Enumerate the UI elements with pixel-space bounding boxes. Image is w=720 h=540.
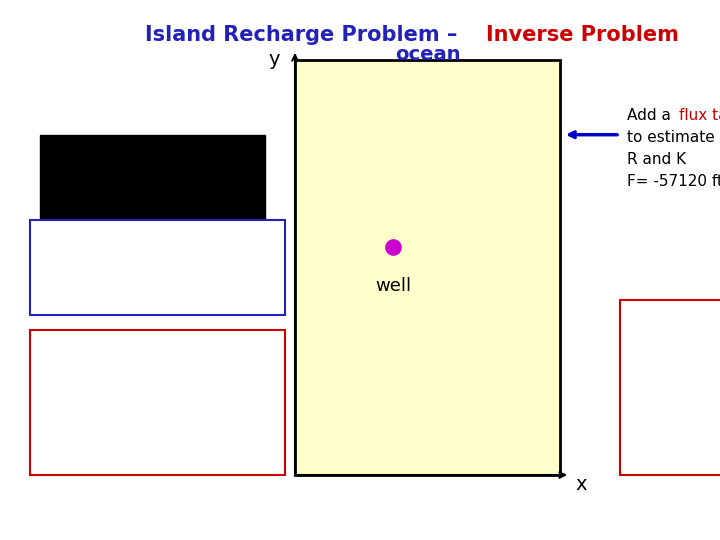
Text: (target): (target)	[117, 265, 197, 283]
Text: ocean: ocean	[395, 45, 460, 64]
Text: Island Recharge Problem –: Island Recharge Problem –	[145, 25, 464, 45]
Text: flux target: flux target	[679, 107, 720, 123]
Bar	[620, 300, 720, 475]
Text: Uncertain parameters
Initial guesses
R= 0.001 ft/d
K= 50 ft/day: Uncertain parameters Initial guesses R= …	[40, 342, 207, 420]
Text: 2 parameters
and 2 targets;
Ideally should
have at least
1 more target.: 2 parameters and 2 targets; Ideally shou…	[628, 310, 720, 404]
Text: Add a: Add a	[627, 107, 676, 123]
Bar	[30, 220, 285, 315]
Text: Inverse Problem: Inverse Problem	[486, 25, 679, 45]
Text: to estimate both: to estimate both	[627, 130, 720, 145]
Text: x: x	[575, 475, 587, 494]
Text: well: well	[375, 276, 411, 295]
Bar	[30, 330, 285, 475]
Bar	[295, 60, 560, 475]
Text: R and K: R and K	[627, 152, 686, 167]
Text: y: y	[269, 50, 280, 69]
Bar	[40, 135, 265, 250]
Text: F= -57120 ft: F= -57120 ft	[627, 174, 720, 188]
Text: Head in well = 120.014 feet: Head in well = 120.014 feet	[64, 235, 251, 248]
